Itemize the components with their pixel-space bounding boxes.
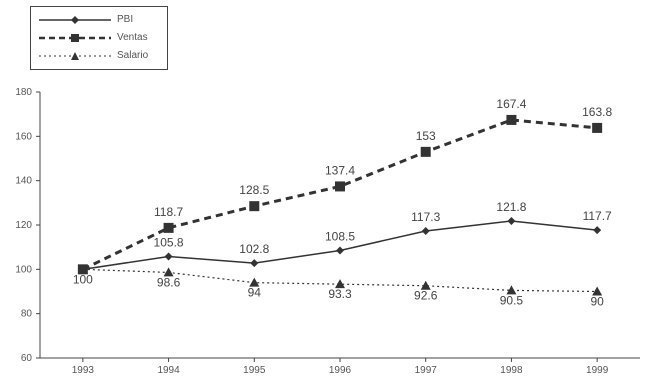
marker-pbi [421,226,430,235]
data-label-ventas: 118.7 [154,205,183,219]
data-labels-layer: 105.8 102.8 108.5 117.3 121.8 117.7 118.7 128.5… [73,97,613,309]
data-label-ventas: 163.8 [582,105,612,119]
marker-pbi [593,226,602,235]
series-layer [77,114,603,296]
data-label-pbi: 105.8 [154,235,184,249]
marker-salario [592,286,603,296]
data-label-salario: 90 [590,295,604,309]
marker-pbi [164,252,173,261]
data-label-pbi: 117.3 [411,210,440,224]
marker-ventas [592,122,603,133]
data-label-pbi: 108.5 [325,229,355,243]
x-tick-label: 1999 [586,365,609,376]
legend-item-pbi: PBI [31,11,167,29]
data-label-pbi: 121.8 [496,200,526,214]
data-label-salario: 92.6 [414,289,438,303]
x-tick-label: 1996 [329,365,352,376]
marker-pbi [336,246,344,255]
legend: PBI Ventas Salario [30,6,168,70]
marker-salario [335,279,345,289]
marker-salario [163,267,174,277]
data-label-salario: 94 [248,286,262,300]
marker-salario [249,277,260,287]
legend-label-ventas: Ventas [117,32,148,43]
data-label-salario: 98.6 [157,275,181,289]
marker-ventas [335,181,345,192]
legend-item-salario: Salario [31,47,167,65]
y-tick-label: 100 [15,264,32,275]
x-tick-label: 1997 [415,365,438,376]
marker-ventas [163,222,174,233]
y-tick-label: 60 [21,353,33,364]
y-tick-label: 120 [15,220,32,231]
data-label-pbi: 102.8 [239,242,269,256]
x-tick-label: 1995 [243,365,266,376]
data-label-salario: 100 [73,272,93,286]
x-tick-label: 1994 [157,365,180,376]
data-label-ventas: 137.4 [325,163,355,177]
data-label-ventas: 128.5 [239,183,269,197]
marker-ventas [249,201,260,212]
marker-pbi [507,217,516,226]
marker-pbi [250,259,259,268]
data-label-salario: 93.3 [328,287,352,301]
marker-ventas [506,114,517,125]
x-tick-label: 1998 [500,365,523,376]
data-label-ventas: 167.4 [496,97,526,111]
legend-swatch-pbi [39,16,111,24]
x-tick-label: 1993 [72,365,95,376]
marker-salario [77,264,88,274]
y-tick-label: 160 [15,131,32,142]
axes: 60 80 100 120 140 160 180 1993 1994 1995 1996 1997 1… [15,87,640,376]
legend-swatch-ventas [39,34,111,42]
data-label-ventas: 153 [416,129,436,143]
y-tick-label: 80 [21,309,33,320]
legend-item-ventas: Ventas [31,29,167,47]
marker-salario [506,285,517,295]
legend-swatch-salario [39,52,111,60]
data-label-salario: 90.5 [500,293,524,307]
legend-label-pbi: PBI [117,14,134,25]
y-tick-label: 180 [15,87,32,98]
y-tick-label: 140 [15,176,32,187]
legend-label-salario: Salario [117,50,149,61]
data-label-pbi: 117.7 [583,209,612,223]
marker-salario [420,280,431,290]
marker-ventas [420,146,431,157]
